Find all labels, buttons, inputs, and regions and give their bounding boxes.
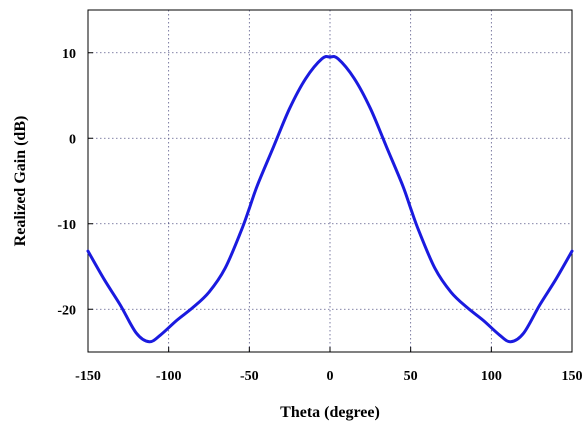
y-tick-label: 0 [69,132,76,147]
x-tick-label: 50 [404,369,418,384]
x-tick-labels: -150 -100 -50 0 50 100 150 [75,369,582,384]
y-tick-labels: -20 -10 0 10 [57,47,76,319]
x-tick-label: -50 [240,369,259,384]
series-layer [86,55,574,344]
grid [88,10,572,352]
x-tick-label: -100 [156,369,182,384]
y-axis-title: Realized Gain (dB) [12,116,29,247]
y-tick-label: 10 [62,47,76,62]
y-tick-label: -10 [57,218,76,233]
x-axis-title: Theta (degree) [280,404,380,421]
gain-series-line [86,55,574,344]
y-tick-label: -20 [57,303,76,318]
x-tick-label: 150 [562,369,583,384]
plot-frame [87,9,573,353]
x-tick-label: -150 [75,369,101,384]
x-tick-label: 100 [481,369,502,384]
ticks [87,52,573,352]
x-tick-label: 0 [327,369,334,384]
